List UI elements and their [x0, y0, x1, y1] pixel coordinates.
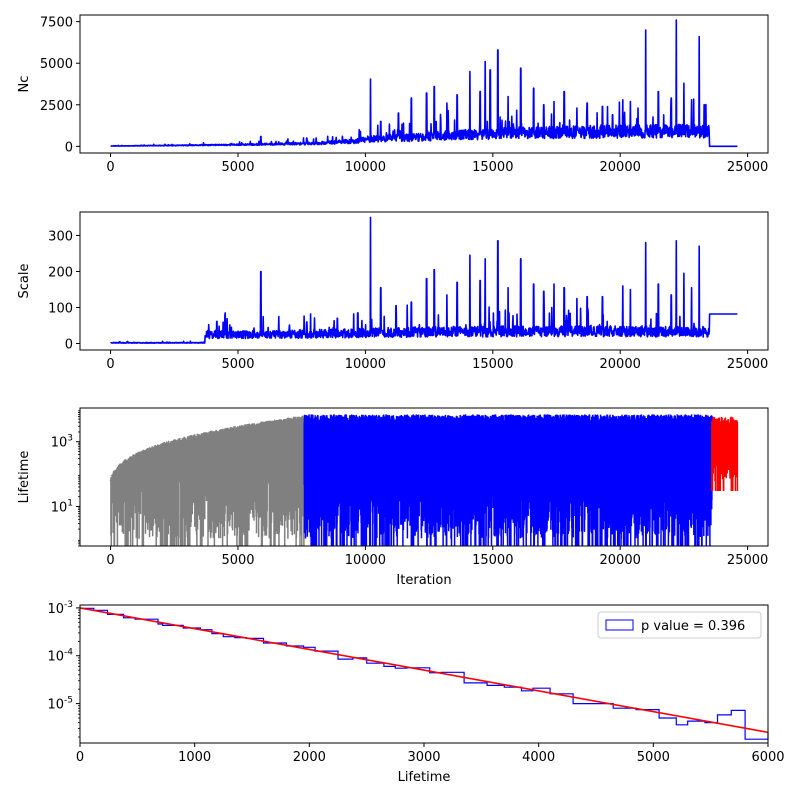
x-tick-label: 2000: [293, 750, 326, 765]
x-tick-label: 25000: [727, 553, 768, 568]
x-tick-label: 15000: [472, 553, 513, 568]
x-tick-label: 6000: [751, 750, 784, 765]
y-tick-label: 10-3: [47, 600, 73, 617]
legend-swatch: [605, 619, 634, 631]
y-tick-label: 5000: [40, 57, 73, 72]
x-tick-label: 0: [106, 160, 114, 175]
y-axis-label: Lifetime: [17, 451, 32, 504]
lifetime-histogram-panel: p value = 0.396 0 1000 2000 3000 4000 5000 6000…: [47, 600, 784, 785]
y-tick-label: 0: [65, 140, 73, 155]
legend-box: [597, 611, 762, 639]
y-tick-label: 10-4: [47, 648, 73, 665]
y-tick-label: 7500: [40, 16, 73, 31]
x-tick-label: 20000: [600, 357, 641, 372]
x-tick-label: 0: [106, 553, 114, 568]
x-tick-label: 5000: [637, 750, 670, 765]
x-tick-label: 20000: [600, 553, 641, 568]
trace-area: [109, 414, 739, 546]
x-tick-label: 0: [106, 357, 114, 372]
x-tick-label: 15000: [472, 160, 513, 175]
x-axis-label: Iteration: [396, 573, 451, 588]
series-line: [110, 216, 738, 344]
lifetime-segment-0: [109, 415, 305, 546]
x-tick-label: 25000: [727, 160, 768, 175]
y-tick-label: 10-5: [47, 696, 73, 713]
x-tick-label: 3000: [407, 750, 440, 765]
x-tick-label: 5000: [221, 553, 254, 568]
y-tick-label: 101: [51, 498, 73, 515]
x-tick-label: 15000: [472, 357, 513, 372]
x-tick-label: 25000: [727, 357, 768, 372]
x-tick-label: 0: [76, 750, 84, 765]
x-tick-label: 20000: [600, 160, 641, 175]
x-tick-label: 10000: [345, 160, 386, 175]
plot-frame: [79, 14, 769, 154]
plot-frame: [79, 407, 769, 547]
y-tick-label: 300: [48, 229, 73, 244]
plot-frame: [79, 211, 769, 351]
x-axis-label: Lifetime: [398, 770, 451, 785]
x-tick-label: 10000: [345, 357, 386, 372]
lifetime-segment-2: [711, 416, 739, 491]
plot-frame: [79, 604, 769, 744]
y-axis-label: Nc: [17, 76, 32, 93]
y-tick-label: 0: [65, 338, 73, 353]
y-tick-label: 103: [51, 434, 73, 451]
x-tick-label: 1000: [178, 750, 211, 765]
nc-panel: 0 5000 10000 15000 20000 25000 0 2500 5000 7500 Nc: [17, 14, 769, 175]
histogram-steps: [80, 607, 769, 740]
y-tick-label: 100: [48, 301, 73, 316]
x-tick-label: 10000: [345, 553, 386, 568]
lifetime-segment-1: [303, 414, 713, 546]
series-line: [110, 19, 738, 148]
legend-label: p value = 0.396: [641, 619, 745, 634]
x-tick-label: 4000: [522, 750, 555, 765]
y-tick-label: 200: [48, 265, 73, 280]
lifetime-trace-panel: 0 5000 10000 15000 20000 25000 101 103 Lifetime I…: [17, 407, 769, 588]
legend: p value = 0.396: [597, 611, 762, 639]
y-tick-label: 2500: [40, 99, 73, 114]
scale-panel: 0 5000 10000 15000 20000 25000 0 100 200 300 Scale: [17, 211, 769, 372]
y-axis-label: Scale: [17, 264, 32, 299]
x-tick-label: 5000: [221, 357, 254, 372]
exponential-fit-line: [79, 607, 769, 734]
x-tick-label: 5000: [221, 160, 254, 175]
